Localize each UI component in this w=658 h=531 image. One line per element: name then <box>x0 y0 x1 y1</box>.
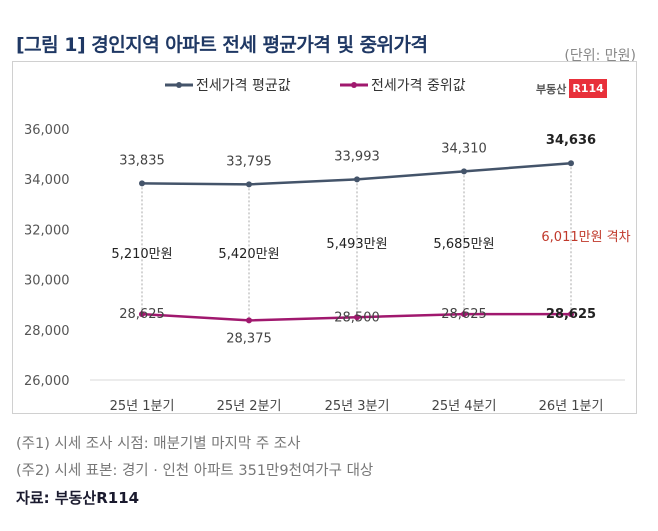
data-label: 33,993 <box>334 149 380 164</box>
figure-title: [그림 1] 경인지역 아파트 전세 평균가격 및 중위가격 <box>16 34 428 56</box>
gap-label: 5,210만원 <box>111 247 172 262</box>
y-tick-label: 32,000 <box>24 223 70 238</box>
data-label: 28,500 <box>334 310 380 325</box>
data-point <box>139 311 145 318</box>
logo-badge: R114 <box>569 79 607 98</box>
r114-logo: 부동산 R114 <box>536 79 607 98</box>
legend-label: 전세가격 중위값 <box>371 78 466 94</box>
data-point <box>354 314 360 321</box>
x-tick-label: 25년 4분기 <box>432 399 497 414</box>
x-tick-label: 26년 1분기 <box>539 399 604 414</box>
data-label: 33,835 <box>119 153 165 168</box>
x-tick-label: 25년 1분기 <box>110 399 175 414</box>
data-point <box>461 311 467 318</box>
y-tick-label: 30,000 <box>24 274 70 289</box>
data-point <box>246 317 252 324</box>
y-tick-label: 36,000 <box>24 123 70 138</box>
legend-marker <box>176 82 182 88</box>
legend-marker <box>351 82 357 88</box>
chart-frame <box>12 61 637 414</box>
gap-label: 5,420만원 <box>218 247 279 262</box>
gap-label: 5,685만원 <box>433 237 494 252</box>
data-point <box>461 168 467 175</box>
data-label: 28,625 <box>546 307 596 322</box>
data-point <box>568 160 574 167</box>
x-tick-label: 25년 2분기 <box>217 399 282 414</box>
data-label: 28,625 <box>441 307 487 322</box>
data-label: 33,795 <box>226 154 272 169</box>
note-2: (주2) 시세 표본: 경기 · 인천 아파트 351만9천여가구 대상 <box>16 463 374 479</box>
x-tick-label: 25년 3분기 <box>325 399 390 414</box>
legend-label: 전세가격 평균값 <box>196 78 291 94</box>
y-tick-label: 28,000 <box>24 324 70 339</box>
source-label: 자료: 부동산R114 <box>16 489 140 507</box>
logo-text: 부동산 <box>536 82 567 96</box>
data-point <box>139 180 145 187</box>
gap-label: 6,011만원 격차 <box>541 230 630 245</box>
y-tick-label: 26,000 <box>24 374 70 389</box>
data-point <box>568 311 574 318</box>
data-point <box>246 181 252 188</box>
data-label: 34,636 <box>546 133 596 148</box>
data-label: 28,625 <box>119 307 165 322</box>
gap-label: 5,493만원 <box>326 237 387 252</box>
data-point <box>354 176 360 183</box>
data-label: 28,375 <box>226 331 272 346</box>
y-tick-label: 34,000 <box>24 173 70 188</box>
data-label: 34,310 <box>441 141 487 156</box>
note-1: (주1) 시세 조사 시점: 매분기별 마지막 주 조사 <box>16 436 301 452</box>
unit-label: (단위: 만원) <box>564 48 636 64</box>
